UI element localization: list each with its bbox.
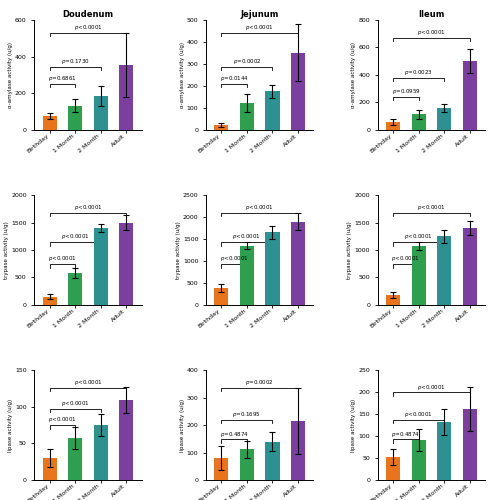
Text: $\it{p}$=0.1695: $\it{p}$=0.1695 — [232, 410, 261, 419]
Bar — [386, 295, 400, 305]
Bar — [240, 450, 254, 480]
Bar — [437, 422, 451, 480]
Text: $\it{p}$<0.0001: $\it{p}$<0.0001 — [245, 24, 274, 32]
Bar — [412, 114, 426, 130]
Bar — [386, 122, 400, 130]
Y-axis label: trypase activity (u/g): trypase activity (u/g) — [176, 221, 181, 279]
Bar — [214, 125, 228, 130]
Bar — [463, 61, 477, 130]
Y-axis label: trypase activity (u/g): trypase activity (u/g) — [347, 221, 352, 279]
Bar — [437, 108, 451, 130]
Bar — [68, 273, 82, 305]
Bar — [94, 228, 108, 305]
Bar — [437, 236, 451, 305]
Bar — [43, 458, 57, 480]
Title: Jejunum: Jejunum — [241, 10, 279, 19]
Text: $\it{p}$=0.0959: $\it{p}$=0.0959 — [392, 87, 420, 96]
Text: $\it{p}$<0.0001: $\it{p}$<0.0001 — [404, 410, 433, 419]
Text: $\it{p}$<0.0001: $\it{p}$<0.0001 — [61, 232, 90, 241]
Text: $\it{p}$<0.0001: $\it{p}$<0.0001 — [417, 28, 446, 36]
Text: $\it{p}$=0.0023: $\it{p}$=0.0023 — [404, 68, 433, 77]
Text: $\it{p}$<0.0001: $\it{p}$<0.0001 — [74, 203, 102, 212]
Bar — [214, 288, 228, 305]
Bar — [214, 458, 228, 480]
Y-axis label: lipase activity (u/g): lipase activity (u/g) — [179, 398, 185, 452]
Bar — [68, 106, 82, 130]
Text: $\it{p}$=0.0002: $\it{p}$=0.0002 — [245, 378, 274, 387]
Text: $\it{p}$<0.0001: $\it{p}$<0.0001 — [232, 232, 261, 241]
Y-axis label: trypase activity (u/g): trypase activity (u/g) — [4, 221, 9, 279]
Text: $\it{p}$<0.0001: $\it{p}$<0.0001 — [220, 254, 248, 264]
Bar — [94, 96, 108, 130]
Bar — [240, 103, 254, 130]
Text: $\it{p}$<0.0001: $\it{p}$<0.0001 — [61, 399, 90, 408]
Bar — [291, 222, 305, 305]
Bar — [291, 53, 305, 130]
Y-axis label: lipase activity (u/g): lipase activity (u/g) — [351, 398, 356, 452]
Bar — [43, 116, 57, 130]
Bar — [463, 228, 477, 305]
Text: $\it{p}$<0.0001: $\it{p}$<0.0001 — [404, 232, 433, 241]
Text: $\it{p}$<0.0001: $\it{p}$<0.0001 — [417, 203, 446, 212]
Text: $\it{p}$<0.0001: $\it{p}$<0.0001 — [48, 254, 77, 264]
Text: $\it{p}$=0.4874: $\it{p}$=0.4874 — [220, 430, 249, 438]
Bar — [266, 91, 279, 130]
Bar — [463, 409, 477, 480]
Text: $\it{p}$<0.0001: $\it{p}$<0.0001 — [245, 203, 274, 212]
Text: $\it{p}$=0.0002: $\it{p}$=0.0002 — [233, 57, 261, 66]
Text: $\it{p}$=0.6861: $\it{p}$=0.6861 — [48, 74, 77, 82]
Text: $\it{p}$<0.0001: $\it{p}$<0.0001 — [74, 378, 102, 387]
Title: Ileum: Ileum — [418, 10, 444, 19]
Text: $\it{p}$<0.0001: $\it{p}$<0.0001 — [74, 24, 102, 32]
Bar — [119, 222, 133, 305]
Bar — [119, 64, 133, 130]
Y-axis label: α-amylase activity (u/g): α-amylase activity (u/g) — [351, 42, 356, 108]
Text: $\it{p}$<0.0001: $\it{p}$<0.0001 — [48, 416, 77, 424]
Y-axis label: α-amylase activity (u/g): α-amylase activity (u/g) — [179, 42, 185, 108]
Bar — [43, 296, 57, 305]
Bar — [68, 438, 82, 480]
Text: $\it{p}$<0.0001: $\it{p}$<0.0001 — [417, 382, 446, 392]
Title: Doudenum: Doudenum — [62, 10, 114, 19]
Text: $\it{p}$=0.0144: $\it{p}$=0.0144 — [220, 74, 249, 82]
Bar — [266, 442, 279, 480]
Bar — [412, 246, 426, 305]
Bar — [240, 246, 254, 305]
Bar — [412, 440, 426, 480]
Bar — [94, 425, 108, 480]
Bar — [266, 232, 279, 305]
Text: $\it{p}$=0.1730: $\it{p}$=0.1730 — [61, 57, 90, 66]
Bar — [291, 421, 305, 480]
Text: $\it{p}$=0.4874: $\it{p}$=0.4874 — [392, 430, 420, 438]
Bar — [386, 457, 400, 480]
Text: $\it{p}$<0.0001: $\it{p}$<0.0001 — [392, 254, 420, 264]
Y-axis label: lipase activity (u/g): lipase activity (u/g) — [8, 398, 13, 452]
Bar — [119, 400, 133, 480]
Y-axis label: α-amylase activity (u/g): α-amylase activity (u/g) — [8, 42, 13, 108]
